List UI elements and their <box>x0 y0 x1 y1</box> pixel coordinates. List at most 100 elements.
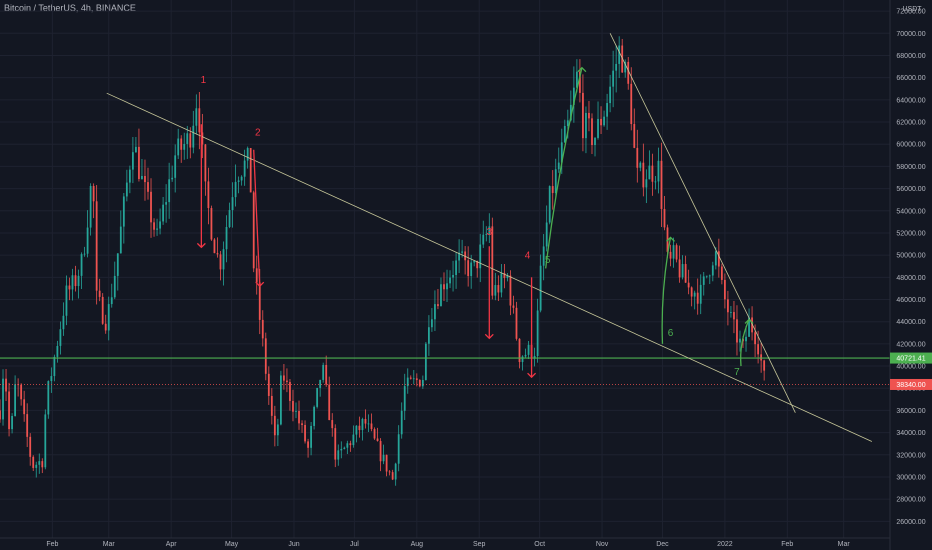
candle-body <box>183 143 186 150</box>
candle-body <box>249 148 252 193</box>
candle-body <box>86 227 89 254</box>
candle-body <box>237 180 240 182</box>
candle-body <box>376 438 379 442</box>
candle-body <box>286 380 288 383</box>
candle-body <box>301 423 303 425</box>
candle-body <box>612 70 615 87</box>
candle-body <box>334 428 337 460</box>
support-price-tag-bg <box>890 352 932 364</box>
candle-body <box>684 264 687 283</box>
candle-body <box>491 226 494 296</box>
candle-body <box>382 454 385 462</box>
x-tick-label: Nov <box>596 541 609 548</box>
candle-body <box>412 378 415 380</box>
candle-body <box>657 160 660 182</box>
x-tick-label: Mar <box>103 541 116 548</box>
candle-body <box>74 275 77 287</box>
candle-body <box>449 277 451 284</box>
candle-body <box>216 253 219 255</box>
annotation-label: 6 <box>668 328 674 339</box>
candle-body <box>186 133 189 144</box>
candle-body <box>313 406 316 426</box>
candle-body <box>77 275 80 287</box>
candle-body <box>8 391 10 430</box>
candle-body <box>639 162 642 168</box>
candle-body <box>56 345 59 357</box>
y-tick-label: 26000.00 <box>896 519 925 526</box>
x-tick-label: Apr <box>166 541 178 548</box>
candle-body <box>358 425 361 431</box>
x-tick-label: Mar <box>838 541 851 548</box>
y-tick-label: 54000.00 <box>896 208 925 215</box>
candle-body <box>588 112 590 119</box>
candle-body <box>243 160 246 177</box>
candle-body <box>367 423 370 425</box>
candle-body <box>394 463 397 480</box>
candle-body <box>29 436 32 457</box>
candle-body <box>201 132 204 145</box>
annotation-label: 3 <box>487 227 493 238</box>
candle-body <box>62 315 65 330</box>
annotation-label: 7 <box>734 367 740 378</box>
candle-body <box>711 265 714 276</box>
candle-body <box>113 275 116 298</box>
candle-body <box>714 251 717 266</box>
candle-body <box>0 410 1 420</box>
annotation-label: 5 <box>545 255 551 266</box>
candle-body <box>609 86 612 104</box>
candle-body <box>708 275 711 277</box>
x-tick-label: Feb <box>781 541 793 548</box>
candle-body <box>476 260 479 269</box>
candle-body <box>421 379 424 387</box>
candle-body <box>225 227 228 250</box>
candle-body <box>222 249 225 270</box>
candle-body <box>415 378 418 380</box>
candle-body <box>557 162 560 170</box>
candle-body <box>723 279 726 300</box>
candle-body <box>68 285 71 290</box>
candle-body <box>400 410 403 435</box>
candle-body <box>669 251 672 259</box>
candle-body <box>403 386 406 411</box>
candle-body <box>464 251 467 261</box>
candle-body <box>131 152 134 170</box>
x-tick-label: Dec <box>656 541 669 548</box>
x-tick-label: Sep <box>473 541 486 548</box>
candle-body <box>509 275 512 306</box>
y-tick-label: 50000.00 <box>896 253 925 260</box>
candle-body <box>267 373 270 396</box>
candle-body <box>751 317 753 333</box>
candle-body <box>204 144 207 182</box>
candle-body <box>621 45 624 73</box>
candle-body <box>379 441 382 462</box>
candle-body <box>295 411 297 412</box>
candle-body <box>370 423 373 430</box>
y-tick-label: 34000.00 <box>896 430 925 437</box>
support-price-tag: 40721.41 <box>896 356 925 363</box>
candle-body <box>20 384 23 400</box>
candle-body <box>702 276 705 285</box>
candle-body <box>470 262 473 277</box>
candle-body <box>503 273 506 279</box>
candle-body <box>693 292 696 297</box>
candle-body <box>2 378 4 420</box>
candle-body <box>364 419 367 424</box>
candle-body <box>116 253 119 276</box>
candle-body <box>59 329 62 346</box>
candle-body <box>566 120 569 126</box>
candle-body <box>340 448 343 451</box>
candle-body <box>569 104 572 121</box>
y-tick-label: 70000.00 <box>896 31 925 38</box>
candle-body <box>485 234 488 235</box>
candle-body <box>409 377 412 379</box>
candle-body <box>150 191 152 223</box>
y-tick-label: 60000.00 <box>896 142 925 149</box>
arrow-head <box>484 333 494 340</box>
candle-body <box>461 251 464 253</box>
candle-body <box>71 275 74 290</box>
candle-body <box>14 384 17 416</box>
candle-body <box>651 165 654 182</box>
candle-body <box>38 461 41 465</box>
